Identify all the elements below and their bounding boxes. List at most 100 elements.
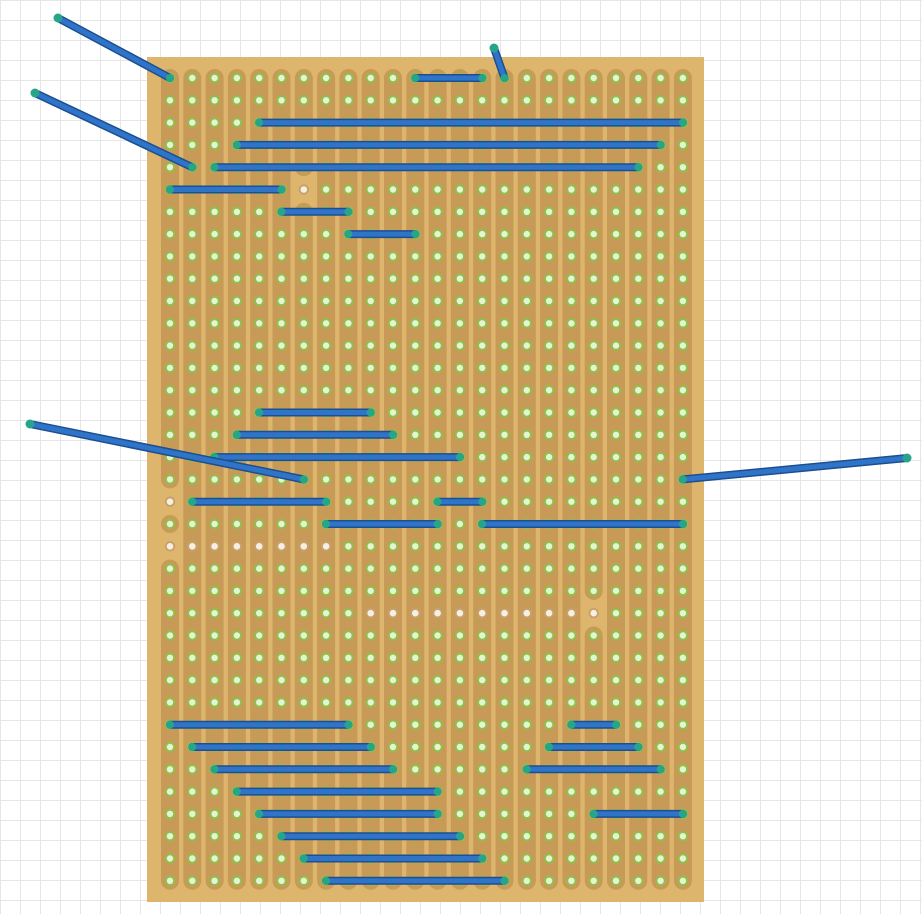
pad-hole bbox=[256, 833, 263, 840]
pad-hole bbox=[479, 699, 486, 706]
pad-hole bbox=[501, 654, 508, 661]
pad-hole bbox=[612, 788, 620, 795]
pad-hole bbox=[523, 699, 530, 706]
pad-hole bbox=[635, 498, 642, 505]
pad-hole bbox=[545, 431, 553, 438]
pad-hole bbox=[590, 877, 597, 884]
pad-hole bbox=[501, 766, 508, 773]
jumper-end bbox=[389, 765, 397, 774]
cut-hole bbox=[501, 609, 508, 617]
pad-hole bbox=[523, 453, 530, 461]
pad-hole bbox=[635, 208, 642, 215]
pad-hole bbox=[434, 320, 441, 327]
pad-hole bbox=[166, 810, 174, 818]
pad-hole bbox=[679, 253, 687, 260]
pad-hole bbox=[166, 320, 174, 327]
cut-hole bbox=[211, 543, 218, 550]
pad-hole bbox=[434, 97, 441, 104]
pad-hole bbox=[367, 275, 374, 282]
copper-strip bbox=[584, 626, 603, 890]
lead-end bbox=[188, 163, 197, 172]
pad-hole bbox=[345, 654, 352, 661]
jumper-end bbox=[433, 520, 442, 528]
cut-hole bbox=[523, 609, 531, 617]
pad-hole bbox=[278, 97, 285, 104]
pad-hole bbox=[612, 855, 620, 862]
pad-hole bbox=[389, 743, 397, 751]
cut-hole bbox=[255, 543, 263, 550]
pad-hole bbox=[322, 186, 330, 193]
pad-hole bbox=[501, 297, 508, 305]
copper-strip bbox=[584, 69, 603, 600]
pad-hole bbox=[189, 342, 196, 349]
pad-hole bbox=[189, 676, 196, 684]
cut-hole bbox=[412, 609, 419, 617]
pad-hole bbox=[479, 453, 486, 461]
pad-hole bbox=[612, 676, 620, 684]
pad-hole bbox=[657, 743, 664, 751]
pad-hole bbox=[590, 676, 597, 684]
pad-hole bbox=[322, 342, 330, 349]
pad-hole bbox=[657, 164, 664, 171]
lead-end bbox=[500, 74, 509, 82]
pad-hole bbox=[523, 387, 530, 394]
pad-hole bbox=[412, 587, 419, 595]
pad-hole bbox=[612, 699, 620, 706]
cut-hole bbox=[590, 609, 597, 617]
pad-hole bbox=[568, 364, 575, 372]
pad-hole bbox=[211, 208, 218, 215]
pad-hole bbox=[568, 275, 575, 282]
pad-hole bbox=[166, 476, 174, 483]
pad-hole bbox=[211, 520, 218, 528]
pad-hole bbox=[590, 855, 597, 862]
pad-hole bbox=[545, 453, 553, 461]
cut-hole bbox=[434, 609, 441, 617]
pad-hole bbox=[256, 74, 263, 82]
pad-hole bbox=[412, 565, 419, 572]
pad-hole bbox=[412, 320, 419, 327]
pad-hole bbox=[412, 632, 419, 639]
pad-hole bbox=[256, 275, 263, 282]
pad-hole bbox=[166, 855, 174, 862]
pad-hole bbox=[679, 364, 687, 372]
pad-hole bbox=[590, 833, 597, 840]
pad-hole bbox=[523, 498, 530, 505]
jumper-end bbox=[411, 74, 420, 82]
pad-hole bbox=[389, 74, 397, 82]
pad-hole bbox=[456, 632, 464, 639]
pad-hole bbox=[434, 766, 441, 773]
lead-free-end bbox=[902, 453, 912, 463]
jumper-end bbox=[612, 720, 620, 729]
pad-hole bbox=[612, 833, 620, 840]
pad-hole bbox=[590, 498, 597, 505]
pad-hole bbox=[612, 364, 620, 372]
pad-hole bbox=[612, 230, 620, 238]
jumper-end bbox=[478, 520, 487, 528]
pad-hole bbox=[189, 810, 196, 818]
pad-hole bbox=[211, 119, 218, 126]
pad-hole bbox=[345, 565, 352, 572]
pad-hole bbox=[367, 186, 374, 193]
pad-hole bbox=[590, 342, 597, 349]
jumper-end bbox=[678, 520, 687, 528]
pad-hole bbox=[300, 632, 307, 639]
jumper-end bbox=[322, 497, 331, 506]
pad-hole bbox=[412, 253, 419, 260]
pad-hole bbox=[501, 253, 508, 260]
pad-hole bbox=[389, 409, 397, 416]
pad-hole bbox=[345, 632, 352, 639]
pad-hole bbox=[166, 743, 174, 751]
pad-hole bbox=[635, 275, 642, 282]
pad-hole bbox=[412, 364, 419, 372]
pad-hole bbox=[256, 654, 263, 661]
jumper-end bbox=[322, 520, 331, 528]
pad-hole bbox=[657, 97, 664, 104]
pad-hole bbox=[612, 208, 620, 215]
pad-hole bbox=[545, 654, 553, 661]
pad-hole bbox=[412, 766, 419, 773]
pad-hole bbox=[434, 208, 441, 215]
lead-free-end bbox=[25, 419, 35, 429]
pad-hole bbox=[412, 409, 419, 416]
pad-hole bbox=[679, 543, 687, 550]
pad-hole bbox=[278, 699, 285, 706]
